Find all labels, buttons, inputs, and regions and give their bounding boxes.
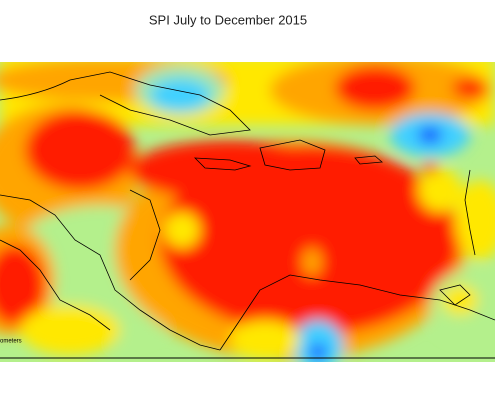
coastlines	[0, 71, 495, 351]
scale-label: ometers	[0, 339, 22, 345]
map-title: SPI July to December 2015	[149, 12, 307, 27]
spi-field	[0, 62, 495, 362]
